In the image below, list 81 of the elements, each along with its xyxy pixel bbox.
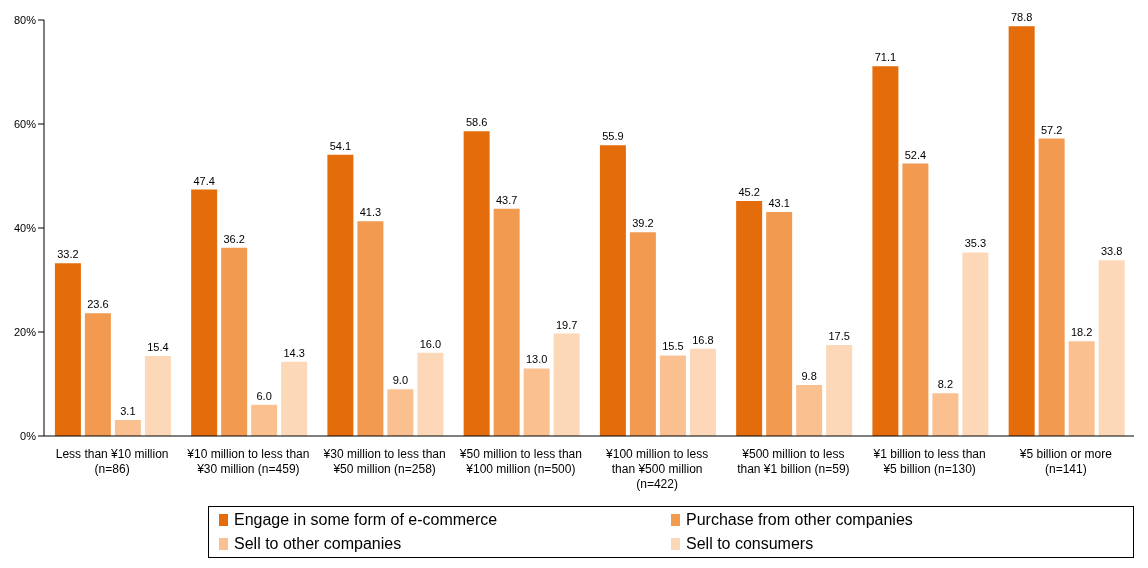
bar bbox=[629, 232, 656, 436]
data-label: 39.2 bbox=[632, 217, 654, 230]
data-label: 78.8 bbox=[1010, 11, 1033, 24]
bar bbox=[387, 389, 414, 436]
bar bbox=[932, 393, 959, 436]
data-label: 54.1 bbox=[329, 139, 352, 152]
bar bbox=[1008, 26, 1035, 436]
bar bbox=[84, 313, 111, 436]
bar bbox=[251, 404, 278, 436]
data-label: 23.6 bbox=[87, 298, 109, 311]
bar bbox=[327, 154, 354, 436]
bar bbox=[962, 252, 989, 436]
bar bbox=[1068, 341, 1095, 436]
data-label: 57.2 bbox=[1040, 123, 1063, 136]
bar bbox=[872, 66, 899, 436]
data-label: 17.5 bbox=[828, 330, 850, 342]
bar bbox=[736, 200, 763, 436]
y-tick-label: 40% bbox=[13, 221, 37, 234]
data-label: 52.4 bbox=[904, 148, 927, 161]
bar bbox=[463, 131, 490, 436]
data-label: 8.2 bbox=[937, 378, 954, 391]
data-label: 18.2 bbox=[1070, 326, 1093, 339]
bar bbox=[599, 145, 626, 436]
y-tick-label: 60% bbox=[13, 117, 37, 130]
bar bbox=[1098, 260, 1125, 436]
data-label: 35.3 bbox=[964, 237, 987, 250]
bar bbox=[796, 385, 823, 436]
bar bbox=[902, 163, 929, 436]
legend-label: Engage in some form of e-commerce bbox=[234, 511, 498, 529]
x-tick-label: ¥1 billion to less than ¥5 billion (n=130) bbox=[872, 447, 986, 476]
data-label: 19.7 bbox=[555, 318, 578, 331]
x-tick-label: Less than ¥10 million (n=86) bbox=[55, 447, 169, 476]
bar bbox=[54, 263, 81, 436]
data-label: 47.4 bbox=[193, 174, 215, 187]
bar bbox=[1038, 138, 1065, 436]
data-label: 16.0 bbox=[419, 337, 442, 350]
y-tick-label: 80% bbox=[13, 13, 37, 26]
data-label: 9.0 bbox=[392, 374, 409, 387]
bar bbox=[417, 352, 444, 436]
bar bbox=[114, 419, 141, 436]
data-label: 71.1 bbox=[874, 51, 897, 64]
x-tick-label: ¥5 billion or more (n=141) bbox=[1018, 447, 1113, 476]
data-label: 13.0 bbox=[525, 353, 548, 366]
data-label: 55.9 bbox=[602, 130, 624, 143]
data-label: 6.0 bbox=[256, 389, 272, 402]
data-label: 36.2 bbox=[223, 232, 245, 245]
data-label: 9.8 bbox=[801, 370, 817, 383]
bar bbox=[826, 345, 853, 436]
x-tick-label: ¥500 million to less than ¥1 billion (n=59) bbox=[737, 447, 850, 476]
bar bbox=[191, 189, 218, 436]
bar bbox=[523, 368, 550, 436]
data-label: 33.8 bbox=[1100, 245, 1123, 258]
x-tick-label: ¥50 million to less than ¥100 million (n=500) bbox=[458, 447, 582, 476]
x-tick-label: ¥30 million to less than ¥50 million (n=258) bbox=[322, 447, 446, 476]
data-label: 33.2 bbox=[57, 248, 79, 261]
bar bbox=[281, 361, 308, 436]
legend-label: Sell to consumers bbox=[686, 535, 814, 553]
data-label: 16.8 bbox=[692, 333, 714, 346]
bar bbox=[689, 348, 716, 436]
x-tick-label: ¥100 million to less than ¥500 million (n=422) bbox=[605, 447, 709, 491]
data-label: 43.1 bbox=[768, 196, 790, 209]
data-label: 14.3 bbox=[283, 346, 305, 359]
x-tick-label: ¥10 million to less than ¥30 million (n=459) bbox=[186, 447, 310, 476]
bar bbox=[221, 247, 248, 436]
y-tick-label: 20% bbox=[13, 325, 37, 338]
data-label: 43.7 bbox=[495, 193, 518, 206]
bar bbox=[553, 333, 580, 436]
legend-label: Purchase from other companies bbox=[686, 511, 913, 529]
bar bbox=[659, 355, 686, 436]
bar bbox=[357, 221, 384, 436]
data-label: 3.1 bbox=[120, 404, 136, 417]
bar bbox=[493, 208, 520, 436]
y-tick-label: 0% bbox=[20, 429, 37, 442]
bar bbox=[766, 211, 793, 436]
legend-label: Sell to other companies bbox=[234, 535, 402, 553]
bar bbox=[144, 355, 171, 436]
data-label: 15.4 bbox=[147, 340, 169, 353]
data-label: 41.3 bbox=[359, 206, 382, 219]
data-label: 58.6 bbox=[465, 116, 488, 129]
data-label: 45.2 bbox=[738, 185, 760, 198]
data-label: 15.5 bbox=[662, 340, 684, 353]
